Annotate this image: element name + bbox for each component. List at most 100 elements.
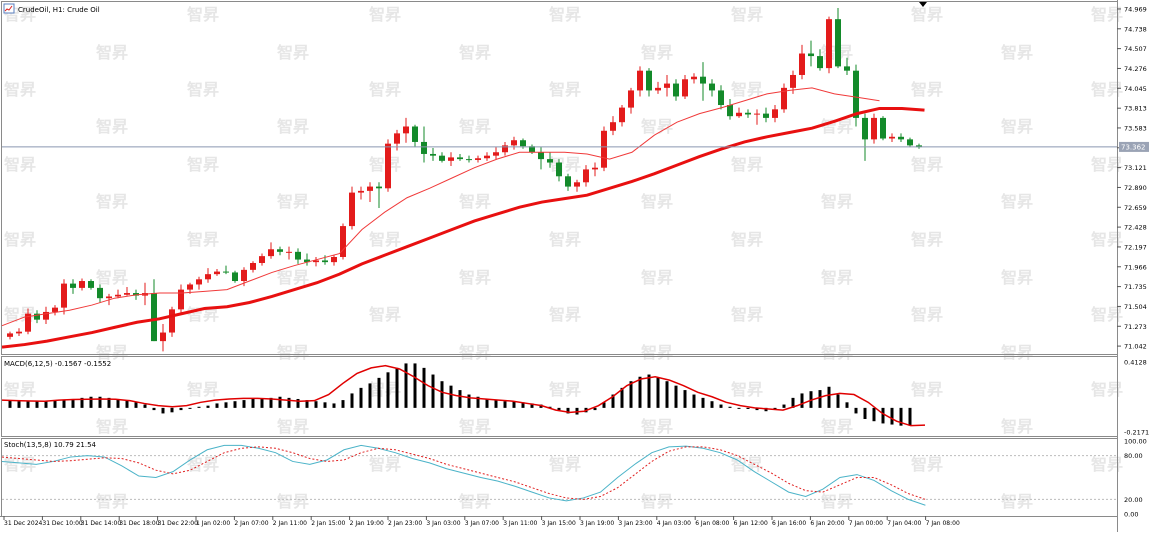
watermark-text: 智昇 bbox=[549, 5, 581, 24]
watermark-text: 智昇 bbox=[911, 305, 943, 324]
macd-label: MACD(6,12,5) -0.1567 -0.1552 bbox=[4, 360, 111, 368]
macd-bar bbox=[152, 407, 156, 411]
candle-body bbox=[232, 272, 238, 282]
macd-bar bbox=[899, 407, 903, 426]
watermark-text: 智昇 bbox=[96, 268, 128, 287]
time-tick-label: 31 Dec 14:00 bbox=[81, 520, 122, 527]
candle-body bbox=[772, 109, 778, 118]
candle-body bbox=[529, 146, 535, 153]
time-tick-label: 6 Jan 12:00 bbox=[734, 520, 768, 527]
candle-body bbox=[745, 112, 751, 115]
watermark-text: 智昇 bbox=[1001, 417, 1033, 436]
candle-body bbox=[25, 313, 31, 332]
watermark-text: 智昇 bbox=[277, 492, 309, 511]
candle-body bbox=[511, 140, 517, 146]
candle-body bbox=[574, 182, 580, 187]
watermark-text: 智昇 bbox=[641, 117, 673, 136]
price-tick-label: 74.738 bbox=[1124, 25, 1147, 33]
macd-bar bbox=[71, 398, 75, 408]
macd-bar bbox=[656, 377, 660, 408]
watermark-text: 智昇 bbox=[549, 380, 581, 399]
macd-bar bbox=[125, 400, 129, 408]
candle-body bbox=[403, 126, 409, 134]
candle-body bbox=[385, 143, 391, 189]
candles bbox=[7, 8, 922, 352]
watermark-text: 智昇 bbox=[459, 343, 491, 362]
time-tick-label: 31 Dec 10:00 bbox=[42, 520, 83, 527]
macd-bar bbox=[458, 390, 462, 408]
macd-bar bbox=[467, 394, 471, 408]
macd-bar bbox=[719, 404, 723, 408]
watermark-text: 智昇 bbox=[96, 192, 128, 211]
macd-bar bbox=[476, 396, 480, 408]
macd-bar bbox=[350, 393, 354, 408]
macd-bar bbox=[404, 363, 408, 408]
watermark-text: 智昇 bbox=[369, 80, 401, 99]
candle-body bbox=[421, 141, 427, 154]
watermark-text: 智昇 bbox=[821, 492, 853, 511]
macd-bar bbox=[755, 407, 759, 411]
macd-bar bbox=[287, 397, 291, 408]
time-tick-label: 31 Dec 2024 bbox=[4, 520, 43, 527]
price-tick-label: 73.121 bbox=[1124, 164, 1147, 172]
macd-bar bbox=[251, 398, 255, 408]
candle-body bbox=[700, 76, 706, 84]
macd-bar bbox=[674, 385, 678, 408]
watermark-text: 智昇 bbox=[1091, 155, 1123, 174]
watermark-text: 智昇 bbox=[187, 380, 219, 399]
candle-body bbox=[880, 117, 886, 139]
macd-bar bbox=[557, 407, 561, 411]
macd-bar bbox=[80, 397, 84, 408]
candle-body bbox=[133, 293, 139, 296]
time-tick-label: 2 Jan 11:00 bbox=[273, 520, 307, 527]
price-tick-label: 74.045 bbox=[1124, 85, 1147, 93]
time-tick-label: 2 Jan 07:00 bbox=[234, 520, 268, 527]
stochastic-panel: 100.00 80.00 20.00 0.00 bbox=[1, 438, 1147, 519]
moving-averages bbox=[1, 87, 925, 349]
watermark-text: 智昇 bbox=[821, 417, 853, 436]
macd-bar bbox=[746, 407, 750, 409]
watermark-text: 智昇 bbox=[187, 230, 219, 249]
watermark-text: 智昇 bbox=[96, 43, 128, 62]
macd-bar bbox=[377, 377, 381, 408]
chart-shift-marker[interactable] bbox=[919, 2, 927, 7]
macd-bar bbox=[260, 398, 264, 408]
macd-bar bbox=[386, 372, 390, 408]
macd-bar bbox=[431, 374, 435, 408]
watermark-text: 智昇 bbox=[731, 230, 763, 249]
macd-bar bbox=[485, 398, 489, 408]
macd-bar bbox=[206, 405, 210, 408]
watermark-text: 智昇 bbox=[459, 492, 491, 511]
watermark-text: 智昇 bbox=[96, 117, 128, 136]
price-tick-label: 72.197 bbox=[1124, 243, 1147, 251]
macd-signal-line bbox=[1, 364, 926, 427]
stoch-label: Stoch(13,5,8) 10.79 21.54 bbox=[4, 441, 97, 449]
candle-body bbox=[268, 249, 274, 257]
macd-bar bbox=[8, 400, 12, 408]
time-tick-label: 3 Jan 03:00 bbox=[426, 520, 460, 527]
macd-bar bbox=[854, 407, 858, 414]
macd-bar bbox=[629, 381, 633, 408]
macd-bar bbox=[179, 407, 183, 411]
macd-bar bbox=[233, 401, 237, 408]
watermark-text: 智昇 bbox=[1091, 305, 1123, 324]
candle-body bbox=[223, 271, 229, 273]
watermark-text: 智昇 bbox=[911, 230, 943, 249]
candle-body bbox=[466, 159, 472, 161]
candle-body bbox=[88, 281, 94, 288]
macd-bar bbox=[566, 407, 570, 414]
chart-title: CrudeOil, H1: Crude Oil bbox=[3, 3, 100, 14]
watermark-text: 智昇 bbox=[731, 455, 763, 474]
watermark-text: 智昇 bbox=[459, 117, 491, 136]
macd-bar bbox=[269, 397, 273, 408]
watermark-text: 智昇 bbox=[4, 455, 36, 474]
candle-body bbox=[718, 90, 724, 106]
macd-bar bbox=[116, 398, 120, 408]
candle-body bbox=[808, 53, 814, 57]
price-tick-label: 71.504 bbox=[1124, 303, 1147, 311]
candle-body bbox=[205, 274, 211, 280]
watermark-text: 智昇 bbox=[4, 155, 36, 174]
candle-body bbox=[115, 294, 121, 297]
price-tick-label: 74.276 bbox=[1124, 65, 1147, 73]
